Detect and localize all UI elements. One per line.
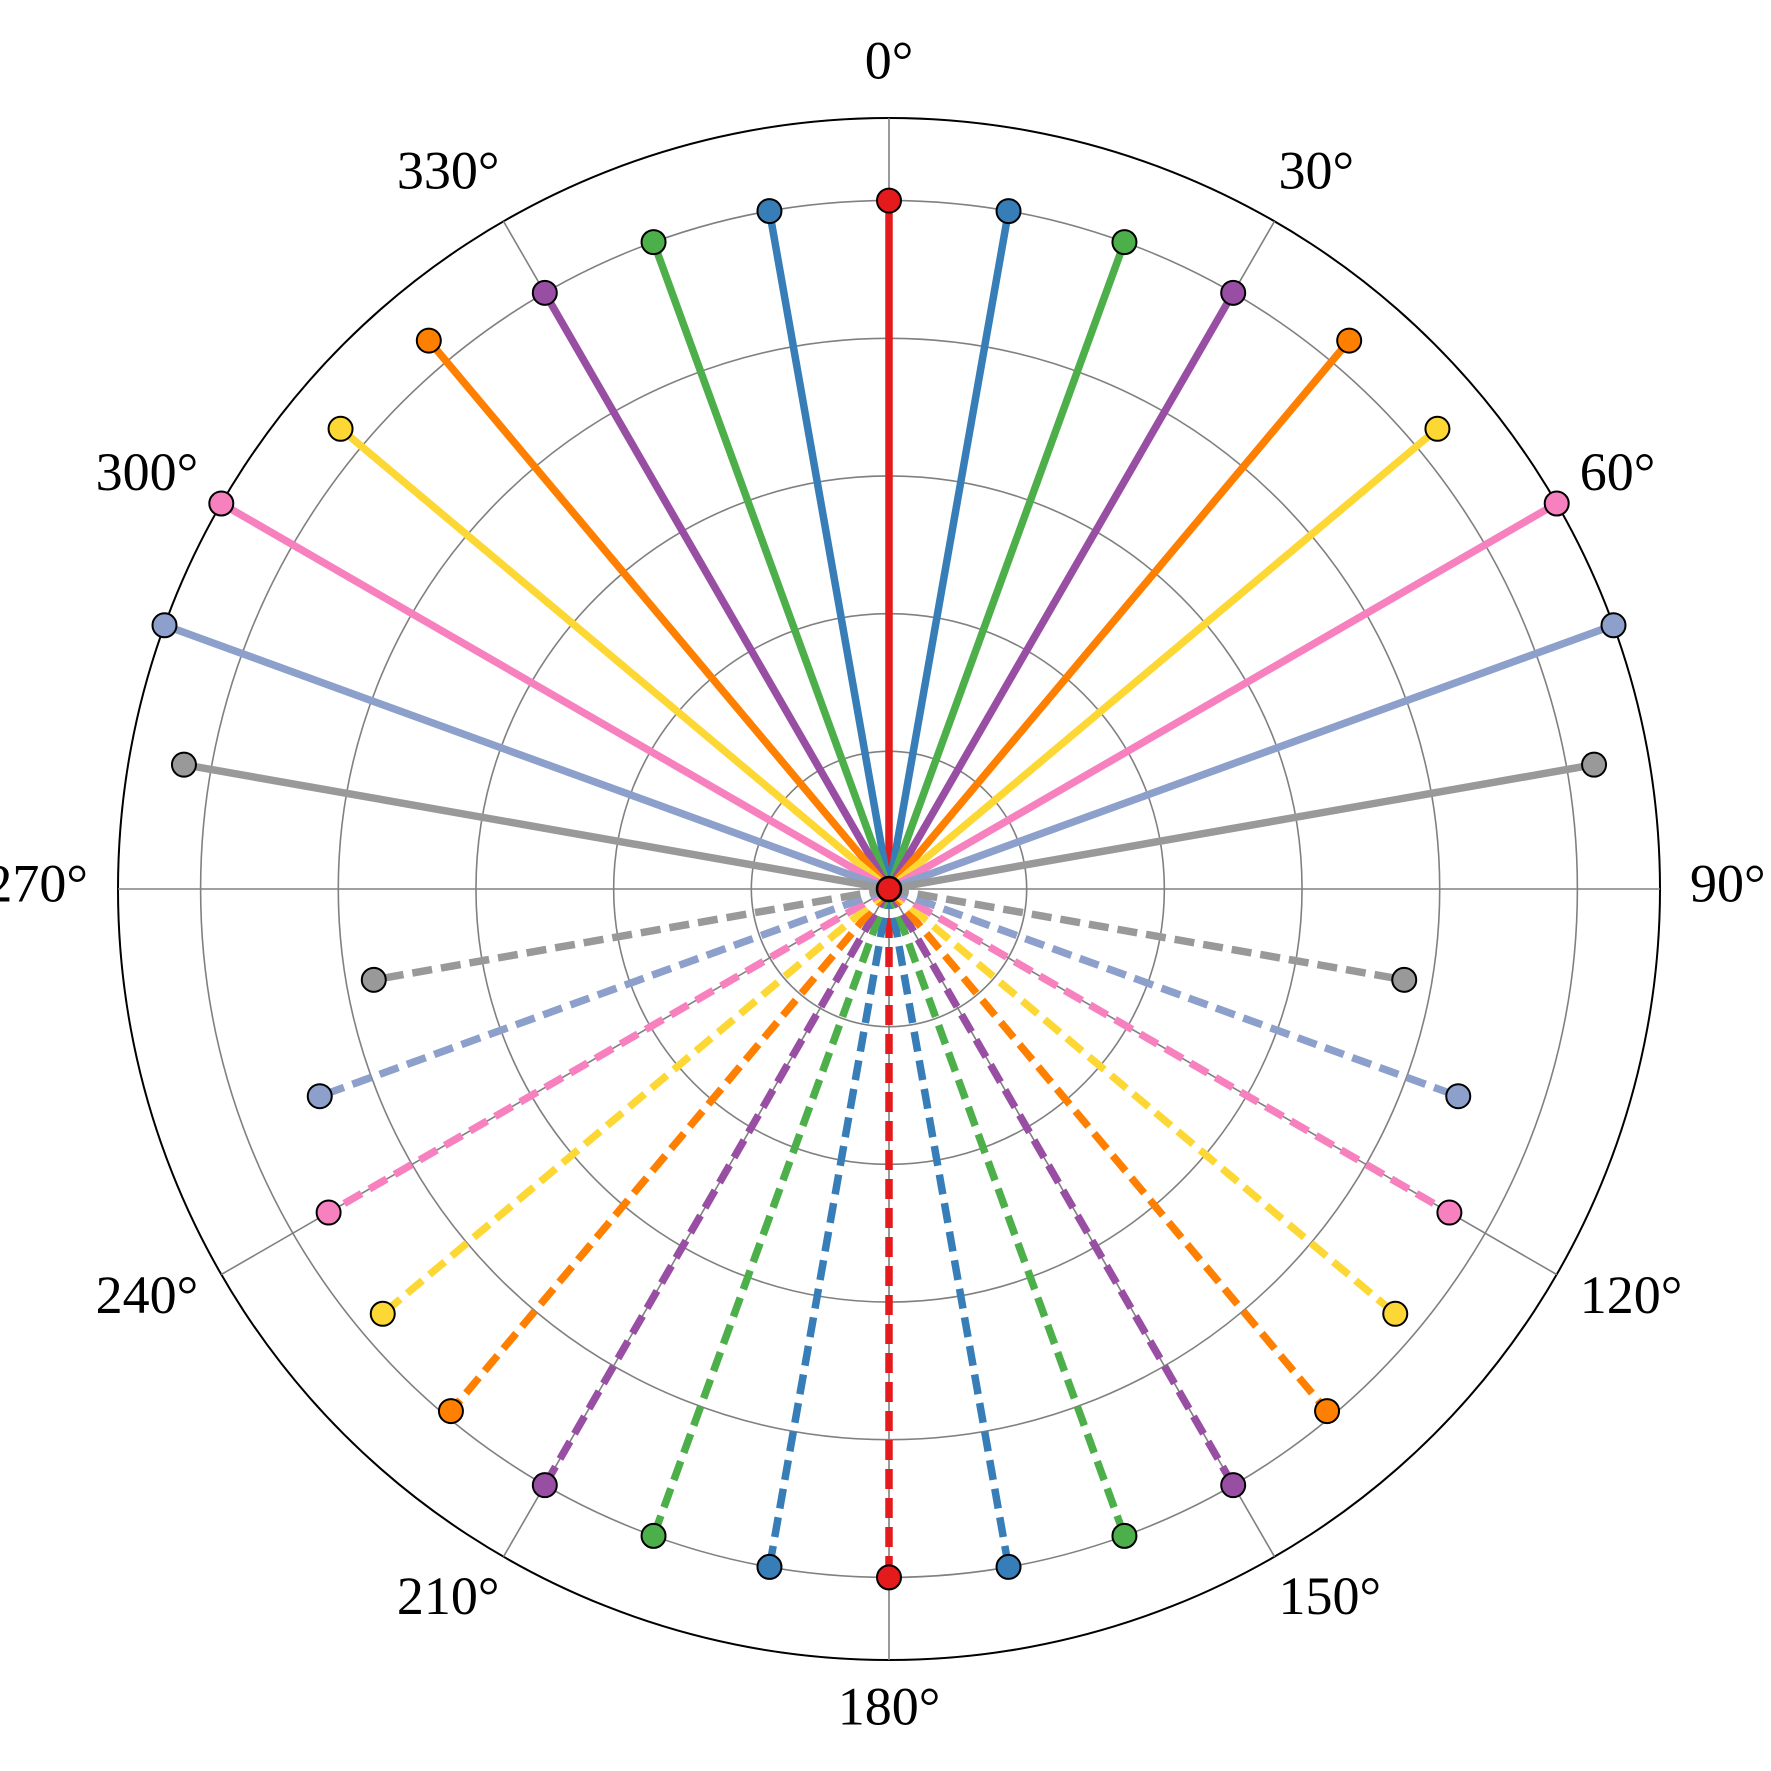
data-point	[151, 612, 178, 639]
data-point	[640, 229, 667, 256]
series-line	[886, 886, 1398, 1317]
data-point	[170, 751, 197, 778]
theta-tick-label: 150°	[1279, 1566, 1382, 1626]
data-point	[1336, 327, 1363, 354]
series-line	[541, 290, 893, 891]
data-point	[640, 1522, 667, 1549]
data-point	[995, 198, 1022, 225]
series-line	[318, 885, 891, 1100]
data-point	[437, 1398, 464, 1425]
series-line	[425, 338, 892, 892]
theta-tick-label: 300°	[96, 442, 199, 502]
data-point	[1382, 1300, 1409, 1327]
series-line	[183, 760, 890, 893]
theta-tick-label: 240°	[96, 1265, 199, 1325]
series-line	[338, 425, 892, 892]
series-line	[887, 621, 1615, 893]
data-point	[756, 1553, 783, 1580]
data-point	[327, 415, 354, 442]
data-point	[369, 1300, 396, 1327]
data-point	[1111, 1522, 1138, 1549]
data-point	[315, 1199, 342, 1226]
series-line	[885, 210, 1013, 890]
series-line	[886, 886, 1330, 1414]
series-line	[650, 240, 893, 891]
data-point	[415, 327, 442, 354]
data-point	[1111, 229, 1138, 256]
data-point	[1220, 279, 1247, 306]
series-line	[886, 425, 1440, 892]
series-line	[887, 885, 1452, 1216]
theta-tick-label: 210°	[397, 1566, 500, 1626]
data-point	[1445, 1083, 1472, 1110]
data-point	[1391, 966, 1418, 993]
series-line	[887, 885, 1460, 1100]
series-line	[219, 500, 891, 893]
series-line	[765, 210, 893, 890]
origin-point	[875, 875, 903, 903]
data-point	[1220, 1472, 1247, 1499]
data-point	[1424, 415, 1451, 442]
data-point	[306, 1083, 333, 1110]
series-line	[885, 240, 1128, 891]
series-lines	[163, 200, 1615, 1578]
theta-tick-label: 0°	[865, 30, 914, 90]
data-point	[1581, 751, 1608, 778]
series-line	[326, 885, 891, 1216]
data-point	[1600, 612, 1627, 639]
data-point	[995, 1553, 1022, 1580]
data-point	[876, 187, 902, 214]
series-markers	[151, 187, 1627, 1591]
theta-tick-label: 30°	[1279, 141, 1355, 201]
theta-tick-labels: 0° 30° 60° 90° 120° 150° 180° 210° 240° 270° 300° 3…	[0, 30, 1766, 1736]
data-point	[531, 279, 558, 306]
series-line	[888, 760, 1595, 893]
theta-tick-label: 120°	[1580, 1265, 1683, 1325]
data-point	[531, 1472, 558, 1499]
data-point	[1436, 1199, 1463, 1226]
series-line	[380, 886, 892, 1317]
series-line	[887, 500, 1559, 893]
series-line	[448, 886, 892, 1414]
theta-tick-label: 90°	[1690, 853, 1766, 913]
data-point	[1314, 1398, 1341, 1425]
series-line	[888, 885, 1405, 984]
data-point	[1543, 490, 1570, 517]
series-line	[885, 290, 1237, 891]
theta-tick-label: 180°	[838, 1676, 941, 1736]
data-point	[756, 198, 783, 225]
data-point	[876, 1564, 902, 1591]
theta-tick-label: 60°	[1580, 442, 1656, 502]
data-point	[208, 490, 235, 517]
theta-tick-label: 330°	[397, 141, 500, 201]
data-point	[360, 966, 387, 993]
series-line	[373, 885, 890, 984]
series-line	[886, 338, 1353, 892]
series-line	[163, 621, 891, 893]
theta-tick-label: 270°	[0, 853, 88, 913]
